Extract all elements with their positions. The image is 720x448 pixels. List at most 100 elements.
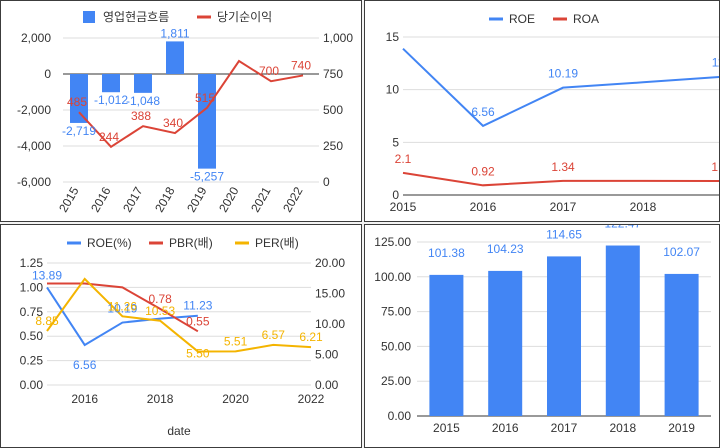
y-tick-label: 25.00 [381,374,411,388]
value-bar [547,256,581,416]
y-tick-label: 10 [386,83,400,97]
y-left-tick-label: -6,000 [17,175,51,189]
data-label-pbr: 0.55 [186,314,210,328]
y-left-tick-label: -4,000 [17,139,51,153]
cashflow-bar [166,41,184,74]
y-left-tick-label: 0.00 [20,378,44,392]
x-tick-label: 2019 [184,184,210,214]
x-tick-label: 2016 [470,200,497,214]
data-label-roe: 6.56 [471,105,495,119]
y-tick-label: 100.00 [374,270,411,284]
x-tick-label: 2020 [222,392,249,406]
cashflow-data-label: -1,012 [94,93,128,107]
cashflow-bar [102,74,120,93]
x-tick-label: 2018 [147,392,174,406]
x-tick-label: 2022 [280,184,306,214]
x-tick-label: 2016 [71,392,98,406]
y-tick-label: 125.00 [374,235,411,249]
netincome-data-label: 740 [291,58,311,72]
chart-panel-bar-values: 125.00 100.00 75.00 50.00 25.00 0.00 101.38 201… [364,224,720,448]
data-label-per: 10.53 [145,304,175,318]
x-tick-label: 2020 [216,184,242,214]
value-bar [488,270,523,416]
y-right-tick-label: 750 [323,67,343,81]
x-tick-label: 2017 [550,200,577,214]
y-right-tick-label: 0 [323,175,330,189]
y-right-tick-label: 500 [323,103,343,117]
cashflow-bar [198,74,216,169]
y-right-tick-label: 250 [323,139,343,153]
roe-pbr-per-chart: 1.25 1.00 0.75 0.50 0.25 0.00 20.00 15.00 10.00 5… [20,236,346,438]
data-label-per: 5.50 [186,346,210,360]
bar-data-label: 101.38 [428,246,465,260]
x-tick-label: 2016 [492,421,519,435]
y-right-tick-label: 0.00 [315,378,339,392]
cashflow-bar [134,74,152,93]
x-tick-label: 2016 [88,184,114,214]
x-tick-label: 2018 [609,421,636,435]
data-label-roa: 2.1 [395,152,412,166]
value-bar [664,273,699,416]
legend-swatch [83,11,95,23]
data-label-roe: 11.2 [712,56,720,70]
legend-label: 영업현금흐름 [103,10,169,24]
cashflow-data-label: -5,257 [190,170,224,184]
netincome-data-label: 485 [67,95,87,109]
data-label-roe: 10.19 [107,302,137,316]
data-label-per: 5.51 [224,334,248,348]
bar-data-label: 114.65 [546,227,582,241]
legend-label: 당기순이익 [217,10,272,24]
y-left-tick-label: 0.75 [20,305,44,319]
roe-roa-chart: 15 10 5 0 6.56 10.19 11.2 2.1 0.92 1.34 1.33 2015 20… [386,12,720,214]
bar-data-label: 104.23 [487,242,524,256]
series-line-roe [402,47,719,128]
value-bar [605,245,640,416]
data-label-roa: 0.92 [471,164,495,178]
data-label-roe: 13.89 [32,268,62,282]
y-left-tick-label: 1.25 [20,256,44,270]
x-tick-label: 2015 [56,184,82,214]
chart-panel-roe-roa: 15 10 5 0 6.56 10.19 11.2 2.1 0.92 1.34 1.33 2015 20… [364,0,720,222]
netincome-data-label: 388 [131,109,151,123]
x-axis-title: date [167,424,191,438]
y-tick-label: 5 [392,135,399,149]
bar-data-label: 122.47 [604,225,641,231]
y-left-tick-label: -2,000 [17,103,51,117]
y-tick-label: 0.00 [388,409,412,423]
y-left-tick-label: 0.25 [20,354,44,368]
cashflow-netincome-chart: 2,000 0 -2,000 -4,000 -6,000 1,000 750 500 250 0 -… [17,10,353,215]
cashflow-data-label: 1,811 [160,26,189,40]
y-left-tick-label: 1.00 [20,280,44,294]
netincome-data-label: 700 [259,64,279,78]
data-label-roe: 10.19 [548,67,578,81]
cashflow-bar [70,74,88,123]
data-label-per: 6.57 [262,328,286,342]
netincome-data-label: 515 [195,91,215,105]
bar-data-label: 102.07 [663,245,700,259]
x-tick-label: 2021 [248,184,274,214]
y-left-tick-label: 2,000 [21,31,51,45]
legend-label: ROE(%) [87,236,132,250]
data-label-roe: 6.56 [73,358,97,372]
y-right-tick-label: 5.00 [315,348,339,362]
data-label-pbr: 0.78 [148,292,172,306]
y-tick-label: 15 [386,30,400,44]
series-line-roa [402,171,719,187]
series-line-per [46,277,312,353]
cashflow-data-label: -1,048 [126,94,160,108]
y-tick-label: 50.00 [381,339,411,353]
x-tick-label: 2017 [551,421,578,435]
x-tick-label: 2018 [630,200,657,214]
y-left-tick-label: 0.50 [20,329,44,343]
data-label-per: 6.21 [299,330,323,344]
y-tick-label: 75.00 [381,305,411,319]
x-tick-label: 2015 [390,200,417,214]
x-tick-label: 2019 [668,421,695,435]
chart-panel-valuation: 1.25 1.00 0.75 0.50 0.25 0.00 20.00 15.00 10.00 5… [0,224,362,448]
legend-label: PBR(배) [169,236,213,250]
netincome-line [78,59,304,149]
data-label-per: 8.85 [35,314,59,328]
x-tick-label: 2017 [120,184,146,214]
y-right-tick-label: 1,000 [323,31,353,45]
y-right-tick-label: 15.00 [315,287,345,301]
